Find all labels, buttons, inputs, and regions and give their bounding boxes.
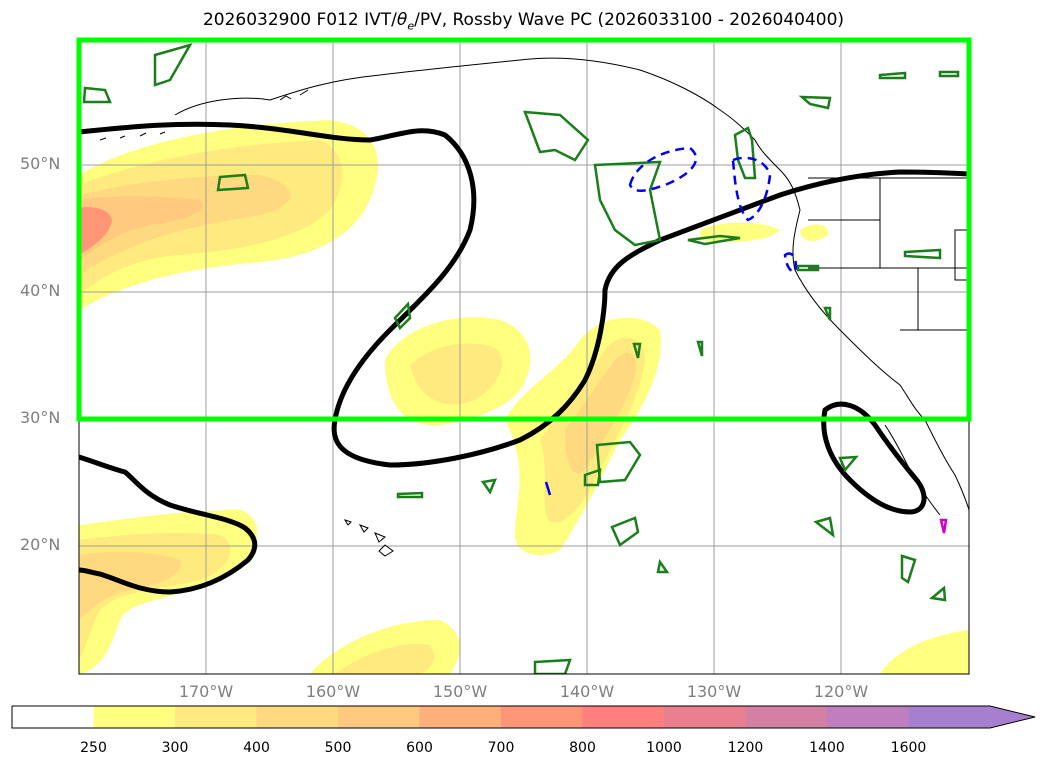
green-contour bbox=[900, 554, 917, 584]
lon-label-120w: 120°W bbox=[813, 682, 869, 701]
green-contour bbox=[929, 585, 947, 602]
lon-label-130w: 130°W bbox=[686, 682, 742, 701]
green-contour bbox=[583, 468, 602, 487]
green-contour bbox=[153, 42, 193, 87]
colorbar-tick-label: 600 bbox=[406, 740, 433, 756]
aleutian-islands bbox=[99, 89, 309, 141]
hawaii bbox=[343, 519, 394, 557]
blue-contour bbox=[731, 156, 772, 222]
colorbar-swatch bbox=[664, 706, 746, 728]
green-contour bbox=[733, 126, 757, 180]
green-contour bbox=[396, 491, 424, 499]
green-contour bbox=[393, 301, 412, 331]
green-contour bbox=[813, 516, 835, 538]
lat-label-30: 30°N bbox=[20, 408, 61, 427]
lat-label-20: 20°N bbox=[20, 535, 61, 554]
colorbar-swatch-below bbox=[12, 706, 94, 728]
colorbar-swatch bbox=[501, 706, 583, 728]
colorbar-tick-label: 400 bbox=[243, 740, 270, 756]
pv-contour-north bbox=[79, 121, 969, 468]
colorbar-swatch bbox=[419, 706, 502, 728]
green-contour bbox=[798, 95, 832, 110]
lon-label-160w: 160°W bbox=[305, 682, 361, 701]
colorbar-swatch bbox=[745, 706, 828, 728]
ivt-coast-blob-2 bbox=[800, 224, 829, 242]
blue-contour bbox=[544, 481, 552, 496]
green-contour bbox=[593, 160, 662, 247]
lon-label-140w: 140°W bbox=[559, 682, 615, 701]
lat-label-50: 50°N bbox=[20, 154, 61, 173]
green-contour bbox=[533, 658, 572, 674]
ivt-band-east-core bbox=[565, 352, 637, 474]
green-contour bbox=[838, 455, 859, 473]
colorbar-tick-label: 250 bbox=[80, 740, 107, 756]
green-contour bbox=[656, 558, 670, 574]
green-contour bbox=[216, 173, 250, 192]
colorbar-tick-label: 500 bbox=[324, 740, 352, 756]
magenta-feature bbox=[939, 518, 948, 534]
mexico-coast bbox=[924, 419, 969, 511]
green-contour bbox=[796, 264, 820, 272]
green-contour bbox=[523, 110, 590, 162]
green-contour bbox=[823, 306, 832, 321]
green-contour bbox=[632, 342, 642, 359]
colorbar-swatch bbox=[338, 706, 420, 728]
colorbar-swatch bbox=[827, 706, 909, 728]
colorbar-swatch bbox=[256, 706, 339, 728]
pv-contour-southwest bbox=[79, 454, 258, 595]
blue-contour bbox=[783, 252, 797, 274]
lon-label-150w: 150°W bbox=[432, 682, 488, 701]
green-contour bbox=[610, 516, 640, 547]
highlight-box bbox=[76, 37, 972, 422]
colorbar-tick-label: 1000 bbox=[646, 740, 682, 756]
green-contour bbox=[878, 71, 907, 80]
bc-coast bbox=[754, 139, 801, 211]
ivt-band-central-mid bbox=[410, 343, 503, 405]
colorbar-tick-label: 1200 bbox=[727, 740, 764, 756]
lon-label-170w: 170°W bbox=[178, 682, 234, 701]
us-west-coast bbox=[792, 209, 926, 421]
lat-label-40: 40°N bbox=[20, 281, 61, 300]
ivt-south-central-mid bbox=[335, 644, 435, 674]
positive-contours bbox=[82, 42, 960, 674]
ivt-plume-north-max bbox=[79, 207, 112, 255]
ivt-plume-north-inner bbox=[79, 196, 203, 260]
colorbar-swatch bbox=[908, 706, 1035, 728]
green-contour bbox=[687, 234, 741, 246]
colorbar-swatches bbox=[11, 705, 1036, 729]
colorbar-swatch bbox=[175, 706, 257, 728]
ivt-shading bbox=[79, 120, 969, 674]
ivt-south-east bbox=[880, 630, 969, 674]
green-contour bbox=[480, 478, 498, 495]
colorbar-swatch bbox=[582, 706, 665, 728]
colorbar-tick-label: 800 bbox=[569, 740, 596, 756]
negative-contours bbox=[544, 146, 797, 496]
state-borders bbox=[808, 178, 969, 331]
map-title: 2026032900 F012 IVT/θe/PV, Rossby Wave P… bbox=[202, 10, 845, 33]
colorbar-tick-label: 1600 bbox=[890, 740, 927, 756]
green-contour bbox=[82, 86, 112, 104]
colorbar-tick-label: 1400 bbox=[809, 740, 845, 756]
colorbar-outline bbox=[11, 705, 1036, 729]
colorbar-tick-label: 700 bbox=[487, 740, 515, 756]
green-contour bbox=[696, 340, 704, 357]
colorbar-swatch bbox=[93, 706, 176, 728]
green-contour bbox=[903, 248, 942, 260]
colorbar-tick-label: 300 bbox=[161, 740, 189, 756]
alaska-coast bbox=[174, 57, 756, 141]
green-contour bbox=[938, 70, 960, 78]
blue-contour bbox=[628, 146, 698, 192]
